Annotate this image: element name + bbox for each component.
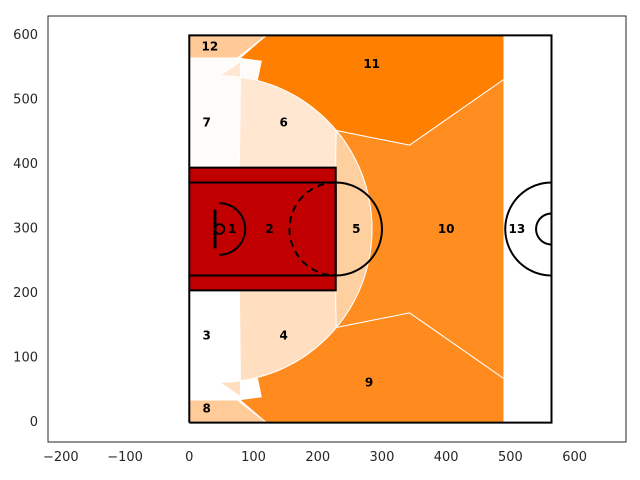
restricted-area-arc — [219, 202, 247, 256]
hoop — [213, 223, 226, 235]
x-tick-label: 0 — [185, 450, 193, 465]
zone-label-7: 7 — [202, 116, 210, 130]
center-circle-inner — [535, 212, 552, 246]
free-throw-arc-back — [288, 181, 336, 277]
zone-4 — [217, 289, 337, 398]
zone-label-10: 10 — [438, 222, 455, 236]
zone-6 — [217, 60, 337, 169]
zones-layer — [188, 34, 552, 424]
zone-label-3: 3 — [202, 329, 210, 343]
axes-frame — [47, 15, 627, 443]
x-tick-label: 600 — [562, 450, 587, 465]
y-tick-label: 500 — [13, 92, 38, 107]
zone-5 — [335, 129, 373, 329]
zone-label-5: 5 — [352, 222, 360, 236]
court-lines — [188, 34, 553, 424]
y-axis-ticks: 0 100 200 300 400 500 600 — [13, 28, 38, 430]
y-tick-label: 100 — [13, 351, 38, 366]
zone-label-9: 9 — [365, 376, 373, 390]
zone-label-1: 1 — [228, 222, 236, 236]
x-tick-label: 100 — [241, 450, 266, 465]
x-tick-label: −200 — [43, 450, 79, 465]
free-throw-arc-front — [335, 181, 383, 277]
x-tick-label: 200 — [305, 450, 330, 465]
zone-label-4: 4 — [280, 329, 288, 343]
paint-inner — [189, 181, 337, 277]
y-tick-label: 400 — [13, 157, 38, 172]
center-circle-outer — [504, 181, 552, 277]
y-tick-label: 200 — [13, 286, 38, 301]
x-tick-label: 500 — [498, 450, 523, 465]
y-tick-label: 0 — [30, 415, 38, 430]
court-boundary — [188, 34, 553, 424]
y-tick-label: 600 — [13, 28, 38, 43]
x-tick-label: −100 — [107, 450, 143, 465]
zone-label-2: 2 — [265, 222, 273, 236]
zone-label-6: 6 — [280, 116, 288, 130]
zone-label-13: 13 — [508, 222, 525, 236]
x-tick-label: 400 — [434, 450, 459, 465]
zone-label-11: 11 — [363, 57, 380, 71]
y-tick-label: 300 — [13, 222, 38, 237]
x-axis-ticks: −200 −100 0 100 200 300 400 500 600 — [43, 450, 587, 465]
zone-label-12: 12 — [201, 39, 218, 53]
x-tick-label: 300 — [370, 450, 395, 465]
zone-label-8: 8 — [202, 401, 210, 415]
zone-2 — [188, 167, 337, 291]
